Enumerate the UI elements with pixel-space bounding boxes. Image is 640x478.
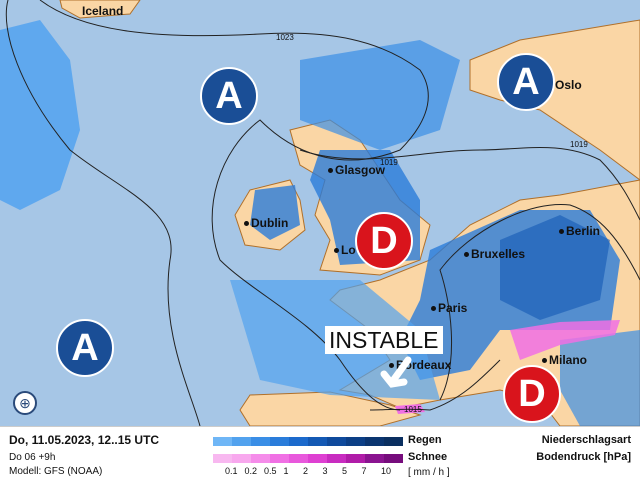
city-label: Bruxelles: [471, 247, 526, 261]
high-pressure-center: A: [56, 319, 114, 377]
isobar-label: 1019: [570, 140, 588, 149]
low-pressure-center: D: [503, 365, 561, 423]
isobar-label: 1015: [404, 405, 422, 414]
legend-title-type: Niederschlagsart: [541, 434, 631, 446]
scale-tick: 0.1: [225, 466, 238, 476]
snow-label: Schnee: [408, 451, 448, 463]
scale-tick: 7: [361, 466, 367, 476]
scale-tick: 10: [381, 466, 392, 476]
city-dot: [559, 229, 564, 234]
snow-color-swatch: [270, 454, 289, 463]
weather-map: Iceland Oslo Glasgow Dublin Lo Bruxelles Berli…: [0, 0, 640, 426]
model-name: Modell: GFS (NOAA): [9, 466, 103, 477]
rain-color-swatch: [384, 437, 403, 446]
scale-tick: 0.2: [244, 466, 258, 476]
city-label: Dublin: [251, 216, 289, 230]
city-dot: [334, 248, 339, 253]
rain-color-swatch: [289, 437, 308, 446]
city-dot: [542, 358, 547, 363]
instable-annotation: INSTABLE: [325, 326, 443, 354]
city-dot: [328, 168, 333, 173]
snow-color-swatch: [327, 454, 346, 463]
high-pressure-center: A: [200, 67, 258, 125]
rain-color-swatch: [232, 437, 251, 446]
compass-icon[interactable]: ⊕: [13, 391, 37, 415]
scale-tick: 2: [303, 466, 309, 476]
rain-color-swatch: [327, 437, 346, 446]
snow-color-swatch: [346, 454, 365, 463]
snow-color-swatch: [251, 454, 270, 463]
rain-color-swatch: [270, 437, 289, 446]
high-pressure-center: A: [497, 53, 555, 111]
rain-label: Regen: [408, 434, 442, 446]
city-label: Milano: [549, 353, 587, 367]
scale-tick: 1: [283, 466, 289, 476]
isobar-label: 1023: [276, 33, 294, 42]
scale-tick: 0.5: [264, 466, 277, 476]
arrow-icon: [380, 356, 412, 388]
legend: Do, 11.05.2023, 12..15 UTC Do 06 +9h Mod…: [0, 426, 640, 478]
city-dot: [389, 363, 394, 368]
city-label: Berlin: [566, 224, 601, 238]
snow-color-swatch: [232, 454, 251, 463]
city-dot: [431, 306, 436, 311]
snow-color-swatch: [308, 454, 327, 463]
rain-color-scale: [213, 437, 403, 446]
snow-color-scale: [213, 454, 403, 463]
scale-tick: 3: [322, 466, 328, 476]
snow-color-swatch: [289, 454, 308, 463]
city-label: Glasgow: [335, 163, 386, 177]
legend-title-pressure: Bodendruck [hPa]: [536, 451, 631, 463]
city-label: Paris: [438, 301, 468, 315]
rain-color-swatch: [213, 437, 232, 446]
snow-color-swatch: [365, 454, 384, 463]
low-pressure-center: D: [355, 212, 413, 270]
snow-color-swatch: [384, 454, 403, 463]
unit-label: [ mm / h ]: [408, 467, 450, 478]
forecast-date: Do, 11.05.2023, 12..15 UTC: [9, 433, 160, 447]
rain-color-swatch: [251, 437, 270, 446]
model-run: Do 06 +9h: [9, 452, 56, 463]
city-label: Lo: [341, 243, 356, 257]
city-label: Oslo: [555, 78, 582, 92]
snow-color-swatch: [213, 454, 232, 463]
rain-color-swatch: [308, 437, 327, 446]
rain-color-swatch: [365, 437, 384, 446]
rain-color-swatch: [346, 437, 365, 446]
city-dot: [464, 252, 469, 257]
isobar-label: 1019: [380, 158, 398, 167]
city-label: Iceland: [82, 4, 124, 18]
city-dot: [244, 221, 249, 226]
isobars: [5, 0, 640, 426]
scale-tick: 5: [342, 466, 348, 476]
